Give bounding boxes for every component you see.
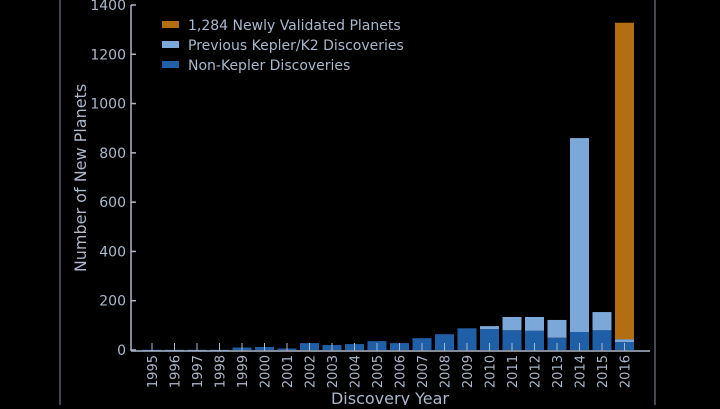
bar-2015-series-1 [592,312,612,331]
bar-2011-series-1 [502,316,522,331]
y-tick-label: 800 [99,146,126,162]
x-tick-label: 2013 [551,355,566,388]
x-tick-label: 2002 [304,355,319,388]
x-tick-label: 1997 [191,355,206,388]
bar-2013-series-1 [547,319,567,338]
y-tick-label: 1200 [90,47,126,63]
y-tick-label: 1000 [90,97,126,113]
x-tick-label: 2015 [596,355,611,388]
x-tick-label: 1998 [214,355,229,388]
bar-2010-series-1 [480,326,499,330]
x-tick-label: 2011 [506,355,521,388]
bar-2015-series-0 [592,330,612,350]
x-tick-label: 1995 [146,355,161,388]
x-tick-label: 2006 [394,355,409,388]
x-tick-label: 2010 [484,355,499,388]
x-tick-label: 2003 [326,355,341,388]
legend-label: Previous Kepler/K2 Discoveries [188,38,404,54]
bar-2014-series-1 [570,138,589,333]
bar-2010-series-0 [480,329,499,350]
y-tick-label: 600 [99,195,126,211]
bar-2009-series-0 [457,328,477,350]
x-tick-label: 2000 [259,355,274,388]
y-tick-label: 1400 [90,0,126,14]
x-tick-label: 2008 [439,355,454,388]
legend-label: 1,284 Newly Validated Planets [188,18,401,34]
bar-2014-series-0 [570,332,589,350]
y-axis-label: Number of New Planets [71,84,90,272]
bar-2016-series-1 [615,339,634,343]
x-tick-label: 2004 [349,355,364,388]
x-tick-label: 2009 [461,355,476,388]
bar-2012-series-0 [525,330,544,350]
bar-2011-series-0 [502,330,522,350]
legend: 1,284 Newly Validated Planets Previous Ke… [162,18,404,74]
x-tick-label: 1999 [236,355,251,388]
bar-2012-series-1 [525,316,544,331]
legend-swatch [162,41,179,48]
x-tick-label: 2007 [416,355,431,388]
legend-swatch [162,21,179,28]
bar-2016-series-2 [615,22,634,340]
x-tick-label: 2014 [574,355,589,388]
x-tick-label: 2012 [529,355,544,388]
bar-2008-series-0 [435,334,454,350]
legend-swatch [162,61,179,68]
x-tick-label: 2005 [371,355,386,388]
x-tick-label: 2016 [619,355,634,388]
y-tick-label: 400 [99,244,126,260]
x-tick-label: 1996 [169,355,184,388]
y-tick-label: 200 [99,294,126,310]
x-axis-label: Discovery Year [331,389,449,405]
y-tick-label: 0 [117,343,126,359]
x-tick-label: 2001 [281,355,296,388]
legend-label: Non-Kepler Discoveries [188,58,350,74]
